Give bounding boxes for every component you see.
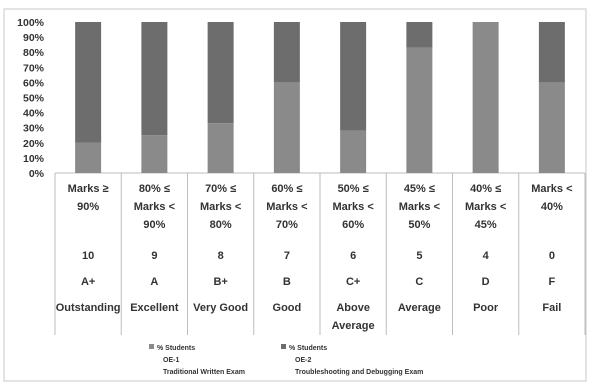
letter-grade-label: C+ [346,276,360,288]
letter-grade-label: A+ [81,276,95,288]
legend-label: Troubleshooting and Debugging Exam [295,369,423,376]
category-range-label: Marks < [531,183,572,195]
grade-point-label: 10 [82,250,94,262]
bar-series-1-5 [340,130,367,173]
category-range-label: 70% ≤ [205,183,236,195]
bar-series-1-8 [538,82,565,173]
grade-description-label: Excellent [130,302,179,314]
y-tick-label: 40% [23,108,45,120]
y-tick-label: 20% [23,138,45,150]
category-range-label: Marks < [399,201,440,213]
grade-point-label: 5 [416,250,422,262]
bar-series-2-1 [75,22,102,143]
category-range-label: Marks < [332,201,373,213]
legend-swatch-series-1 [149,344,154,349]
grade-description-label: Fail [542,302,561,314]
bar-series-1-3 [207,123,234,173]
y-tick-label: 60% [23,77,45,89]
category-table: Marks ≥ 90% 10 A+ Outstanding 80% ≤ Marks < 90%… [56,183,573,332]
bar-series-2-6 [406,22,433,48]
category-range-label: 90% [143,219,165,231]
bar-series-2-2 [141,22,168,136]
category-range-label: Marks < [200,201,241,213]
category-range-label: 40% ≤ [470,183,501,195]
legend-swatch-series-2 [281,344,286,349]
grade-description-label: Average [398,302,441,314]
y-tick-label: 70% [23,62,45,74]
bar-series-1-4 [273,82,300,173]
category-range-label: 45% ≤ [404,183,435,195]
y-tick-label: 10% [23,153,45,165]
legend-label: OE-2 [295,357,311,364]
legend: % Students OE-1 Traditional Written Exam % … [149,344,423,376]
category-range-label: 70% [276,219,298,231]
y-tick-label: 100% [17,17,45,29]
letter-grade-label: C [415,276,423,288]
y-tick-label: 0% [29,168,45,180]
bar-series-2-5 [340,22,367,131]
grade-point-label: 0 [549,250,555,262]
grade-description-label: Average [332,320,375,332]
category-range-label: 60% ≤ [271,183,302,195]
legend-label: OE-1 [163,357,179,364]
category-range-label: 90% [77,201,99,213]
letter-grade-label: F [549,276,556,288]
letter-grade-label: B [283,276,291,288]
letter-grade-label: B+ [213,276,227,288]
bar-series-2-3 [207,22,234,124]
category-range-label: Marks < [134,201,175,213]
category-range-label: 45% [475,219,497,231]
legend-label: % Students [157,345,195,352]
bar-series-2-4 [273,22,300,83]
legend-label: % Students [289,345,327,352]
category-range-label: 80% ≤ [139,183,170,195]
letter-grade-label: A [150,276,158,288]
y-tick-label: 80% [23,47,45,59]
grade-description-label: Very Good [193,302,248,314]
y-axis: 0% 10% 20% 30% 40% 50% 60% 70% 80% 90% 100% [17,17,585,180]
category-range-label: 50% ≤ [338,183,369,195]
y-tick-label: 50% [23,93,45,105]
bar-series-1-1 [75,142,102,173]
y-tick-label: 30% [23,123,45,135]
grade-point-label: 8 [218,250,224,262]
grade-description-label: Above [336,302,370,314]
category-range-label: 50% [408,219,430,231]
bar-series-1-6 [406,47,433,173]
bar-series-1-2 [141,135,168,173]
grade-point-label: 6 [350,250,356,262]
grade-point-label: 7 [284,250,290,262]
category-range-label: Marks ≥ [68,183,109,195]
letter-grade-label: D [482,276,490,288]
grade-point-label: 4 [483,250,490,262]
category-range-label: 80% [210,219,232,231]
table-grid [54,173,586,335]
category-range-label: Marks < [266,201,307,213]
legend-label: Traditional Written Exam [163,369,245,376]
y-tick-label: 90% [23,32,45,44]
bar-series-2-8 [538,22,565,83]
grade-description-label: Poor [473,302,499,314]
grade-description-label: Outstanding [56,302,121,314]
grade-point-label: 9 [151,250,157,262]
bars [75,22,565,173]
category-range-label: 60% [342,219,364,231]
category-range-label: 40% [541,201,563,213]
category-range-label: Marks < [465,201,506,213]
grade-description-label: Good [273,302,302,314]
bar-series-1-7 [472,22,499,173]
